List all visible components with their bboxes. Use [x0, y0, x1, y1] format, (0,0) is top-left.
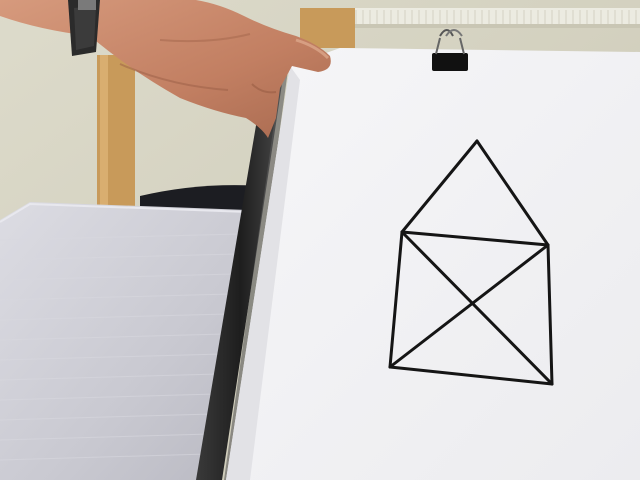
- paper-stack-line: [0, 433, 211, 441]
- paper-stack-line: [0, 453, 208, 461]
- binder-clip: [432, 29, 468, 71]
- radiator: [350, 8, 640, 28]
- diagonal-line: [388, 243, 550, 369]
- paper-stack-line: [0, 333, 226, 341]
- diagonal-line: [400, 230, 554, 386]
- chair: [97, 8, 355, 212]
- left-wall-line: [388, 230, 404, 369]
- paper-stack-line: [0, 413, 214, 421]
- roof-left-line: [400, 139, 479, 234]
- wristwatch: [68, 0, 100, 56]
- floor-line: [388, 365, 554, 386]
- top-line: [400, 230, 550, 247]
- paper-stack-line: [0, 313, 229, 321]
- roof-right-line: [475, 139, 550, 247]
- paper-stack-line: [0, 273, 235, 281]
- right-wall-line: [546, 243, 554, 386]
- paper-stack-edge-lines: [0, 233, 241, 461]
- radiator-fins: [355, 10, 637, 24]
- paper-stack-line: [0, 233, 241, 241]
- paper-stack-line: [0, 393, 217, 401]
- paper-stack-line: [0, 253, 238, 261]
- paper-stack-line: [0, 373, 220, 381]
- clipboard: [196, 64, 288, 480]
- house-figure-drawing: [388, 139, 554, 386]
- paper-stack-line: [0, 353, 223, 361]
- paper-stack-line: [0, 293, 232, 301]
- desk-paper-stack: [0, 202, 249, 480]
